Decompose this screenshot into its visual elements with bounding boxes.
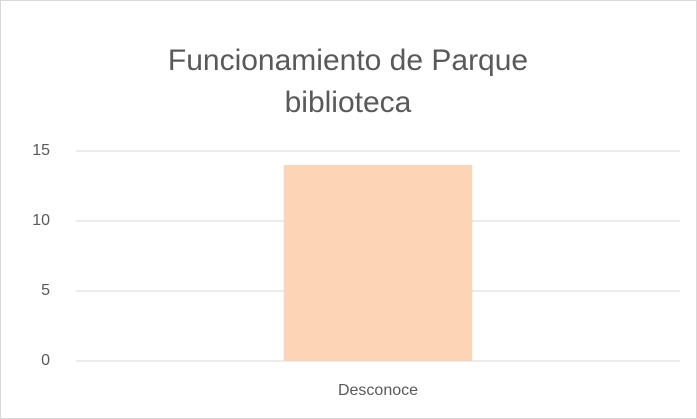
y-tick-label: 15: [32, 142, 50, 159]
bar: [283, 165, 473, 361]
y-tick-label: 5: [41, 282, 50, 299]
y-tick-label: 10: [32, 212, 50, 229]
chart-title: Funcionamiento de Parque biblioteca: [167, 44, 529, 119]
x-tick-label: Desconoce: [338, 382, 418, 399]
y-tick-label: 0: [41, 352, 50, 369]
